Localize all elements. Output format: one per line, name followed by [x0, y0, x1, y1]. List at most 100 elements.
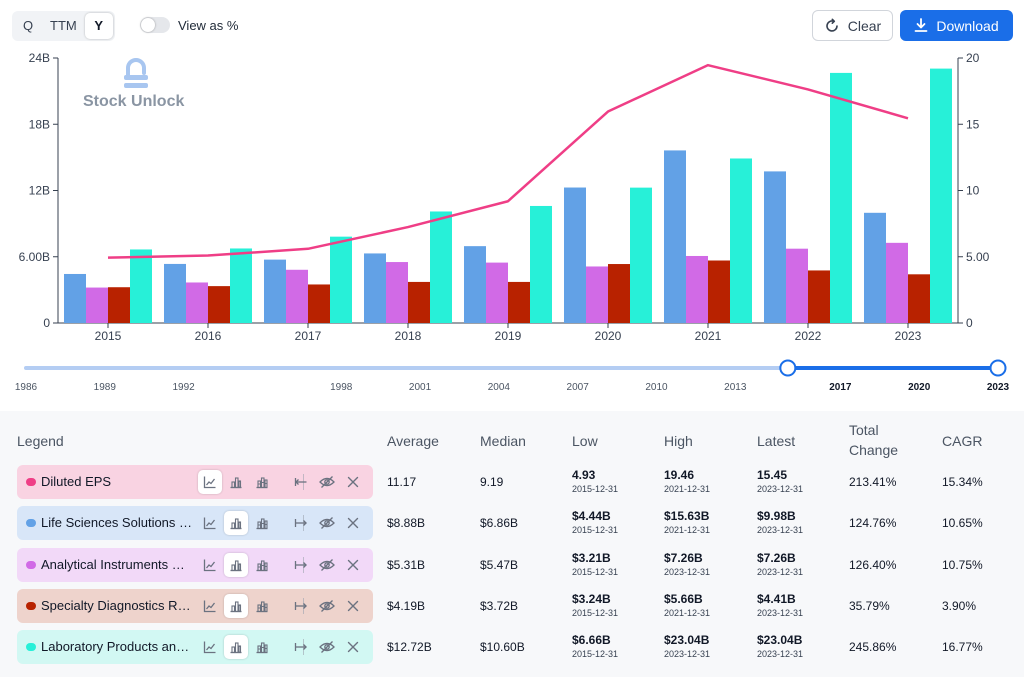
show-as-bar-button[interactable]: [224, 552, 248, 577]
series-color-dot: [26, 478, 36, 486]
period-yearly-button[interactable]: Y: [84, 13, 113, 39]
series-color-dot: [26, 519, 36, 528]
cell-high-date: 2023-12-31: [664, 649, 711, 660]
show-as-stacked-button[interactable]: [250, 470, 274, 494]
axis-side-button[interactable]: [289, 553, 313, 577]
series-legend-pill[interactable]: Specialty Diagnostics Revenue: [17, 588, 373, 623]
axis-side-button[interactable]: [289, 511, 313, 535]
x-axis-tick-label: 2023: [895, 329, 922, 343]
show-as-stacked-button[interactable]: [250, 511, 274, 535]
bar-life-sciences-solutions: [164, 263, 186, 323]
bar-analytical-instruments: [686, 255, 708, 323]
right-axis-tick-label: 0: [966, 316, 973, 330]
bar-specialty-diagnostics: [808, 270, 830, 323]
remove-series-button[interactable]: [341, 594, 365, 618]
header-legend: Legend: [17, 433, 64, 449]
bar-life-sciences-solutions: [764, 171, 786, 323]
hide-series-button[interactable]: [315, 594, 339, 618]
refresh-icon: [825, 18, 838, 32]
bar-life-sciences-solutions: [864, 212, 886, 323]
cell-latest-date: 2023-12-31: [757, 525, 804, 536]
bar-analytical-instruments: [586, 266, 608, 323]
period-quarterly-button[interactable]: Q: [22, 18, 34, 33]
axis-side-button[interactable]: [289, 594, 313, 618]
bar-analytical-instruments: [486, 262, 508, 323]
view-as-percent-toggle[interactable]: [140, 17, 170, 33]
range-year-label: 1986: [15, 382, 38, 393]
remove-series-button[interactable]: [341, 553, 365, 577]
cell-cagr: 10.75%: [942, 557, 983, 572]
hide-series-button[interactable]: [315, 470, 339, 494]
hide-series-button[interactable]: [315, 635, 339, 659]
bar-analytical-instruments: [186, 282, 208, 323]
range-end-handle[interactable]: [989, 359, 1007, 377]
axis-right-icon: [294, 519, 307, 528]
series-legend-pill[interactable]: Life Sciences Solutions Revenue: [17, 506, 373, 541]
range-year-label: 1998: [330, 382, 353, 393]
show-as-bar-button[interactable]: [224, 593, 248, 618]
range-year-label: 2020: [908, 382, 931, 393]
series-legend-pill[interactable]: Laboratory Products and Biopharma Servic…: [17, 630, 373, 665]
bar-life-sciences-solutions: [564, 187, 586, 323]
bar-life-sciences-solutions: [264, 259, 286, 323]
remove-series-button[interactable]: [341, 511, 365, 535]
cell-cagr: 3.90%: [942, 598, 977, 613]
hide-series-button[interactable]: [315, 553, 339, 577]
range-year-label: 2001: [409, 382, 432, 393]
close-icon: [347, 518, 359, 529]
close-icon: [347, 476, 359, 488]
stock-unlock-logo-icon: [124, 58, 148, 88]
remove-series-button[interactable]: [341, 635, 365, 659]
header-high: High: [664, 433, 693, 449]
bar-life-sciences-solutions: [364, 253, 386, 323]
cell-high-date: 2021-12-31: [664, 607, 711, 618]
show-as-line-button[interactable]: [198, 470, 222, 494]
clear-button[interactable]: Clear: [812, 10, 893, 41]
show-as-line-button[interactable]: [198, 511, 222, 535]
axis-right-icon: [294, 643, 307, 652]
show-as-stacked-button[interactable]: [250, 553, 274, 577]
download-button[interactable]: Download: [900, 10, 1013, 41]
cell-median: $5.47B: [480, 557, 519, 572]
show-as-line-button[interactable]: [198, 594, 222, 618]
series-name: Analytical Instruments Revenue: [41, 556, 193, 572]
show-as-line-button[interactable]: [198, 635, 222, 659]
period-ttm-button[interactable]: TTM: [50, 18, 77, 33]
stacked-bar-icon: [256, 642, 268, 654]
bar-specialty-diagnostics: [908, 274, 930, 323]
range-start-handle[interactable]: [779, 359, 797, 377]
header-average: Average: [387, 433, 439, 449]
right-axis-tick-label: 10: [966, 184, 980, 198]
cell-average: $8.88B: [387, 516, 426, 531]
show-as-bar-button[interactable]: [224, 511, 248, 536]
cell-low-date: 2015-12-31: [572, 484, 619, 494]
show-as-stacked-button[interactable]: [250, 594, 274, 618]
series-legend-pill[interactable]: Analytical Instruments Revenue: [17, 547, 373, 582]
series-legend-pill[interactable]: Diluted EPS: [17, 465, 373, 499]
show-as-stacked-button[interactable]: [250, 635, 274, 659]
stacked-bar-icon: [256, 601, 268, 613]
show-as-line-button[interactable]: [198, 553, 222, 577]
show-as-bar-button[interactable]: [224, 635, 248, 660]
line-chart-icon: [203, 517, 216, 530]
cell-total-change: 126.40%: [849, 557, 897, 572]
axis-side-button[interactable]: [289, 470, 313, 494]
bar-life-sciences-solutions: [464, 246, 486, 323]
bar-analytical-instruments: [386, 262, 408, 323]
axis-side-button[interactable]: [289, 635, 313, 659]
bar-laboratory-products: [530, 205, 552, 323]
cell-low-date: 2015-12-31: [572, 607, 619, 618]
remove-series-button[interactable]: [341, 470, 365, 494]
bar-specialty-diagnostics: [208, 286, 230, 323]
cell-latest-date: 2023-12-31: [757, 484, 804, 494]
bar-life-sciences-solutions: [664, 150, 686, 323]
range-year-label: 1992: [172, 382, 195, 393]
view-as-percent-label: View as %: [178, 18, 239, 33]
range-year-label: 2004: [488, 382, 511, 393]
show-as-bar-button[interactable]: [224, 470, 248, 494]
cell-high-date: 2023-12-31: [664, 566, 711, 577]
range-slider[interactable]: 1986 1989 1992 1998 2001 2004 2007 2010 2013 2017…: [15, 359, 1010, 394]
bar-specialty-diagnostics: [708, 260, 730, 323]
cell-total-change: 245.86%: [849, 640, 897, 655]
hide-series-button[interactable]: [315, 511, 339, 535]
